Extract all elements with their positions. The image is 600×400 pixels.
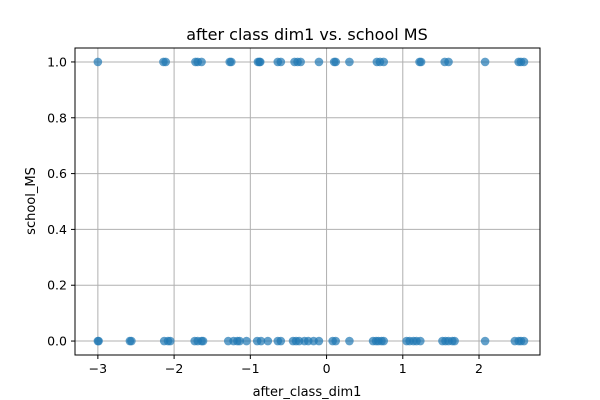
scatter-point — [379, 336, 389, 346]
x-tick-label: 0 — [323, 361, 331, 376]
y-tick-label: 0.0 — [47, 334, 67, 349]
y-tick-label: 0.2 — [47, 278, 67, 293]
y-tick-label: 1.0 — [47, 54, 67, 69]
scatter-point — [345, 57, 354, 67]
x-axis-label: after_class_dim1 — [253, 385, 362, 400]
scatter-point — [331, 336, 341, 346]
scatter-point — [379, 57, 389, 67]
scatter-point — [127, 336, 136, 346]
x-tick-label: 2 — [475, 361, 483, 376]
x-tick-label: 1 — [399, 361, 407, 376]
scatter-point — [519, 336, 529, 346]
scatter-point — [314, 336, 324, 346]
x-tick-label: −2 — [165, 361, 183, 376]
y-axis-label: school_MS — [24, 167, 39, 235]
scatter-point — [165, 336, 175, 346]
scatter-point — [256, 336, 266, 346]
chart-title: after class dim1 vs. school MS — [186, 25, 428, 44]
plot-frame — [74, 47, 541, 356]
scatter-point — [263, 336, 273, 346]
scatter-point — [235, 336, 244, 346]
scatter-point — [480, 57, 490, 67]
scatter-point — [94, 336, 103, 346]
scatter-point — [276, 57, 286, 67]
grid-lines — [75, 48, 540, 355]
scatter-point — [314, 57, 324, 67]
scatter-point — [276, 336, 286, 346]
y-tick-label: 0.6 — [47, 166, 67, 181]
scatter-point — [242, 336, 251, 346]
scatter-point — [296, 57, 305, 67]
axis-ticks: −3 −2 −1 0 1 2 0.0 0.2 0.4 0.6 0.8 1.0 — [47, 54, 483, 376]
scatter-point — [444, 57, 453, 67]
scatter-point — [197, 57, 206, 67]
scatter-point — [331, 57, 341, 67]
scatter-point — [416, 57, 426, 67]
scatter-point — [480, 336, 490, 346]
scatter-point — [450, 336, 459, 346]
scatter-point — [226, 57, 236, 67]
scatter-point — [416, 336, 425, 346]
data-points — [93, 57, 529, 346]
scatter-point — [161, 57, 171, 67]
y-tick-label: 0.8 — [47, 110, 67, 125]
scatter-point — [345, 336, 354, 346]
scatter-point — [255, 57, 265, 67]
x-tick-label: −3 — [89, 361, 107, 376]
y-tick-label: 0.4 — [47, 222, 67, 237]
scatter-point — [198, 336, 208, 346]
scatter-point — [519, 57, 529, 67]
x-tick-label: −1 — [241, 361, 259, 376]
scatter-point — [93, 57, 103, 67]
